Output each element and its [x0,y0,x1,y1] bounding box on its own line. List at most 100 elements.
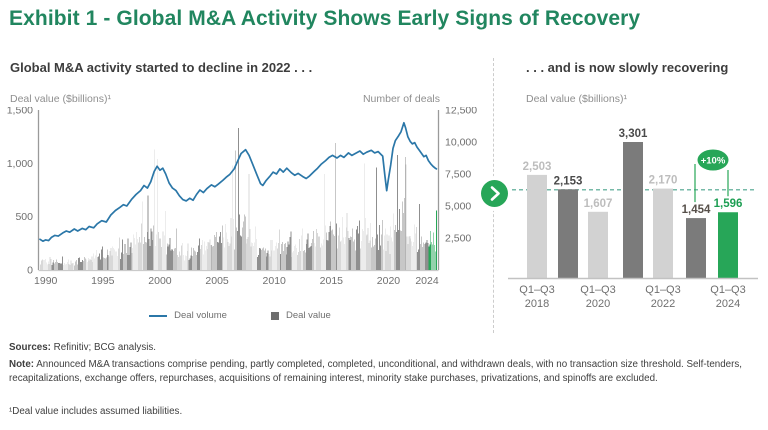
monthly-bar [358,233,359,270]
note-line: Note: Announced M&A transactions compris… [9,358,759,385]
monthly-bar [291,256,293,270]
x-tick: 1990 [34,275,58,287]
value-bar [653,188,673,278]
monthly-bar [258,255,259,270]
monthly-bar [185,255,187,270]
monthly-bar [196,254,197,270]
monthly-bar [156,234,158,270]
monthly-bar [249,228,251,270]
monthly-bar [410,238,412,270]
monthly-bar [202,254,204,270]
monthly-bar [325,232,327,270]
monthly-bar [334,236,336,270]
monthly-bar [111,255,113,270]
monthly-bar [318,236,319,270]
monthly-bar [137,238,138,270]
monthly-bar [197,252,198,270]
monthly-bar [99,253,100,270]
monthly-bar [69,264,71,270]
x-tick: 2022 [651,298,675,310]
monthly-bar [131,253,133,270]
monthly-bar [241,236,242,270]
monthly-bar [434,245,436,270]
monthly-bar [153,225,155,270]
x-tick: 2018 [525,298,549,310]
y-right-tick: 5,000 [445,201,471,213]
monthly-bar [78,258,79,270]
monthly-bar [331,230,333,270]
monthly-bar [93,253,95,270]
monthly-bar [253,246,255,270]
monthly-bar [246,238,248,270]
value-bar [686,218,706,278]
monthly-bar [365,235,367,270]
monthly-bar [366,234,368,270]
monthly-bar [186,250,188,270]
monthly-bar [162,231,164,270]
monthly-bar [321,245,323,270]
y-left-tick: 1,500 [7,107,33,117]
monthly-bar [44,258,46,270]
monthly-bar [142,243,144,270]
value-bar [588,211,608,278]
monthly-bar [257,257,258,270]
monthly-bar [46,264,48,270]
monthly-bar [250,246,252,270]
monthly-bar [427,243,429,270]
bar-value-label: 1,607 [584,198,613,210]
monthly-bar [429,244,431,270]
value-bar [718,212,738,278]
monthly-bar [98,256,99,270]
monthly-bar [95,255,97,270]
monthly-bar [210,245,212,270]
monthly-bar [403,197,405,270]
monthly-bar [53,260,55,270]
monthly-bar [89,258,91,270]
monthly-bar [47,261,49,270]
monthly-bar [261,248,263,270]
monthly-bar [102,257,104,270]
monthly-bar [142,201,143,270]
monthly-bar [121,252,122,270]
monthly-bar [209,239,211,270]
monthly-bar [327,240,329,270]
monthly-bar [330,221,332,270]
monthly-bar [367,228,369,270]
monthly-bar [151,231,153,270]
monthly-bar [326,240,328,270]
monthly-bar [174,248,176,270]
monthly-bar [213,245,215,270]
chevron-right-icon [481,180,508,207]
monthly-bar [282,250,284,270]
monthly-bar [304,252,306,270]
monthly-bar [362,230,364,270]
monthly-bar [119,237,120,270]
monthly-bar [316,228,317,270]
monthly-bar [97,257,98,270]
monthly-bar [248,174,250,270]
monthly-bar [252,242,254,270]
monthly-bar [59,262,60,270]
monthly-bar [164,211,166,270]
monthly-bar [270,239,272,270]
combo-chart: 0 500 1,000 1,500 2,500 5,000 7,500 10,000 12,50… [7,107,478,287]
monthly-bar [60,263,61,270]
value-bar [623,142,643,278]
x-tick: 2010 [263,275,287,287]
monthly-bar [279,229,280,270]
monthly-bar [400,231,402,270]
monthly-bar [392,241,394,270]
monthly-bar [303,250,305,270]
deal-volume-line-swatch [149,314,168,317]
monthly-bar [236,227,237,270]
monthly-bar [225,232,227,270]
monthly-bar [354,239,356,270]
monthly-bar [269,256,271,270]
monthly-bar [180,255,181,270]
monthly-bar [285,254,287,270]
monthly-bar [63,264,64,270]
monthly-bar [80,262,81,270]
monthly-bar [400,230,401,270]
monthly-bar [159,238,160,270]
